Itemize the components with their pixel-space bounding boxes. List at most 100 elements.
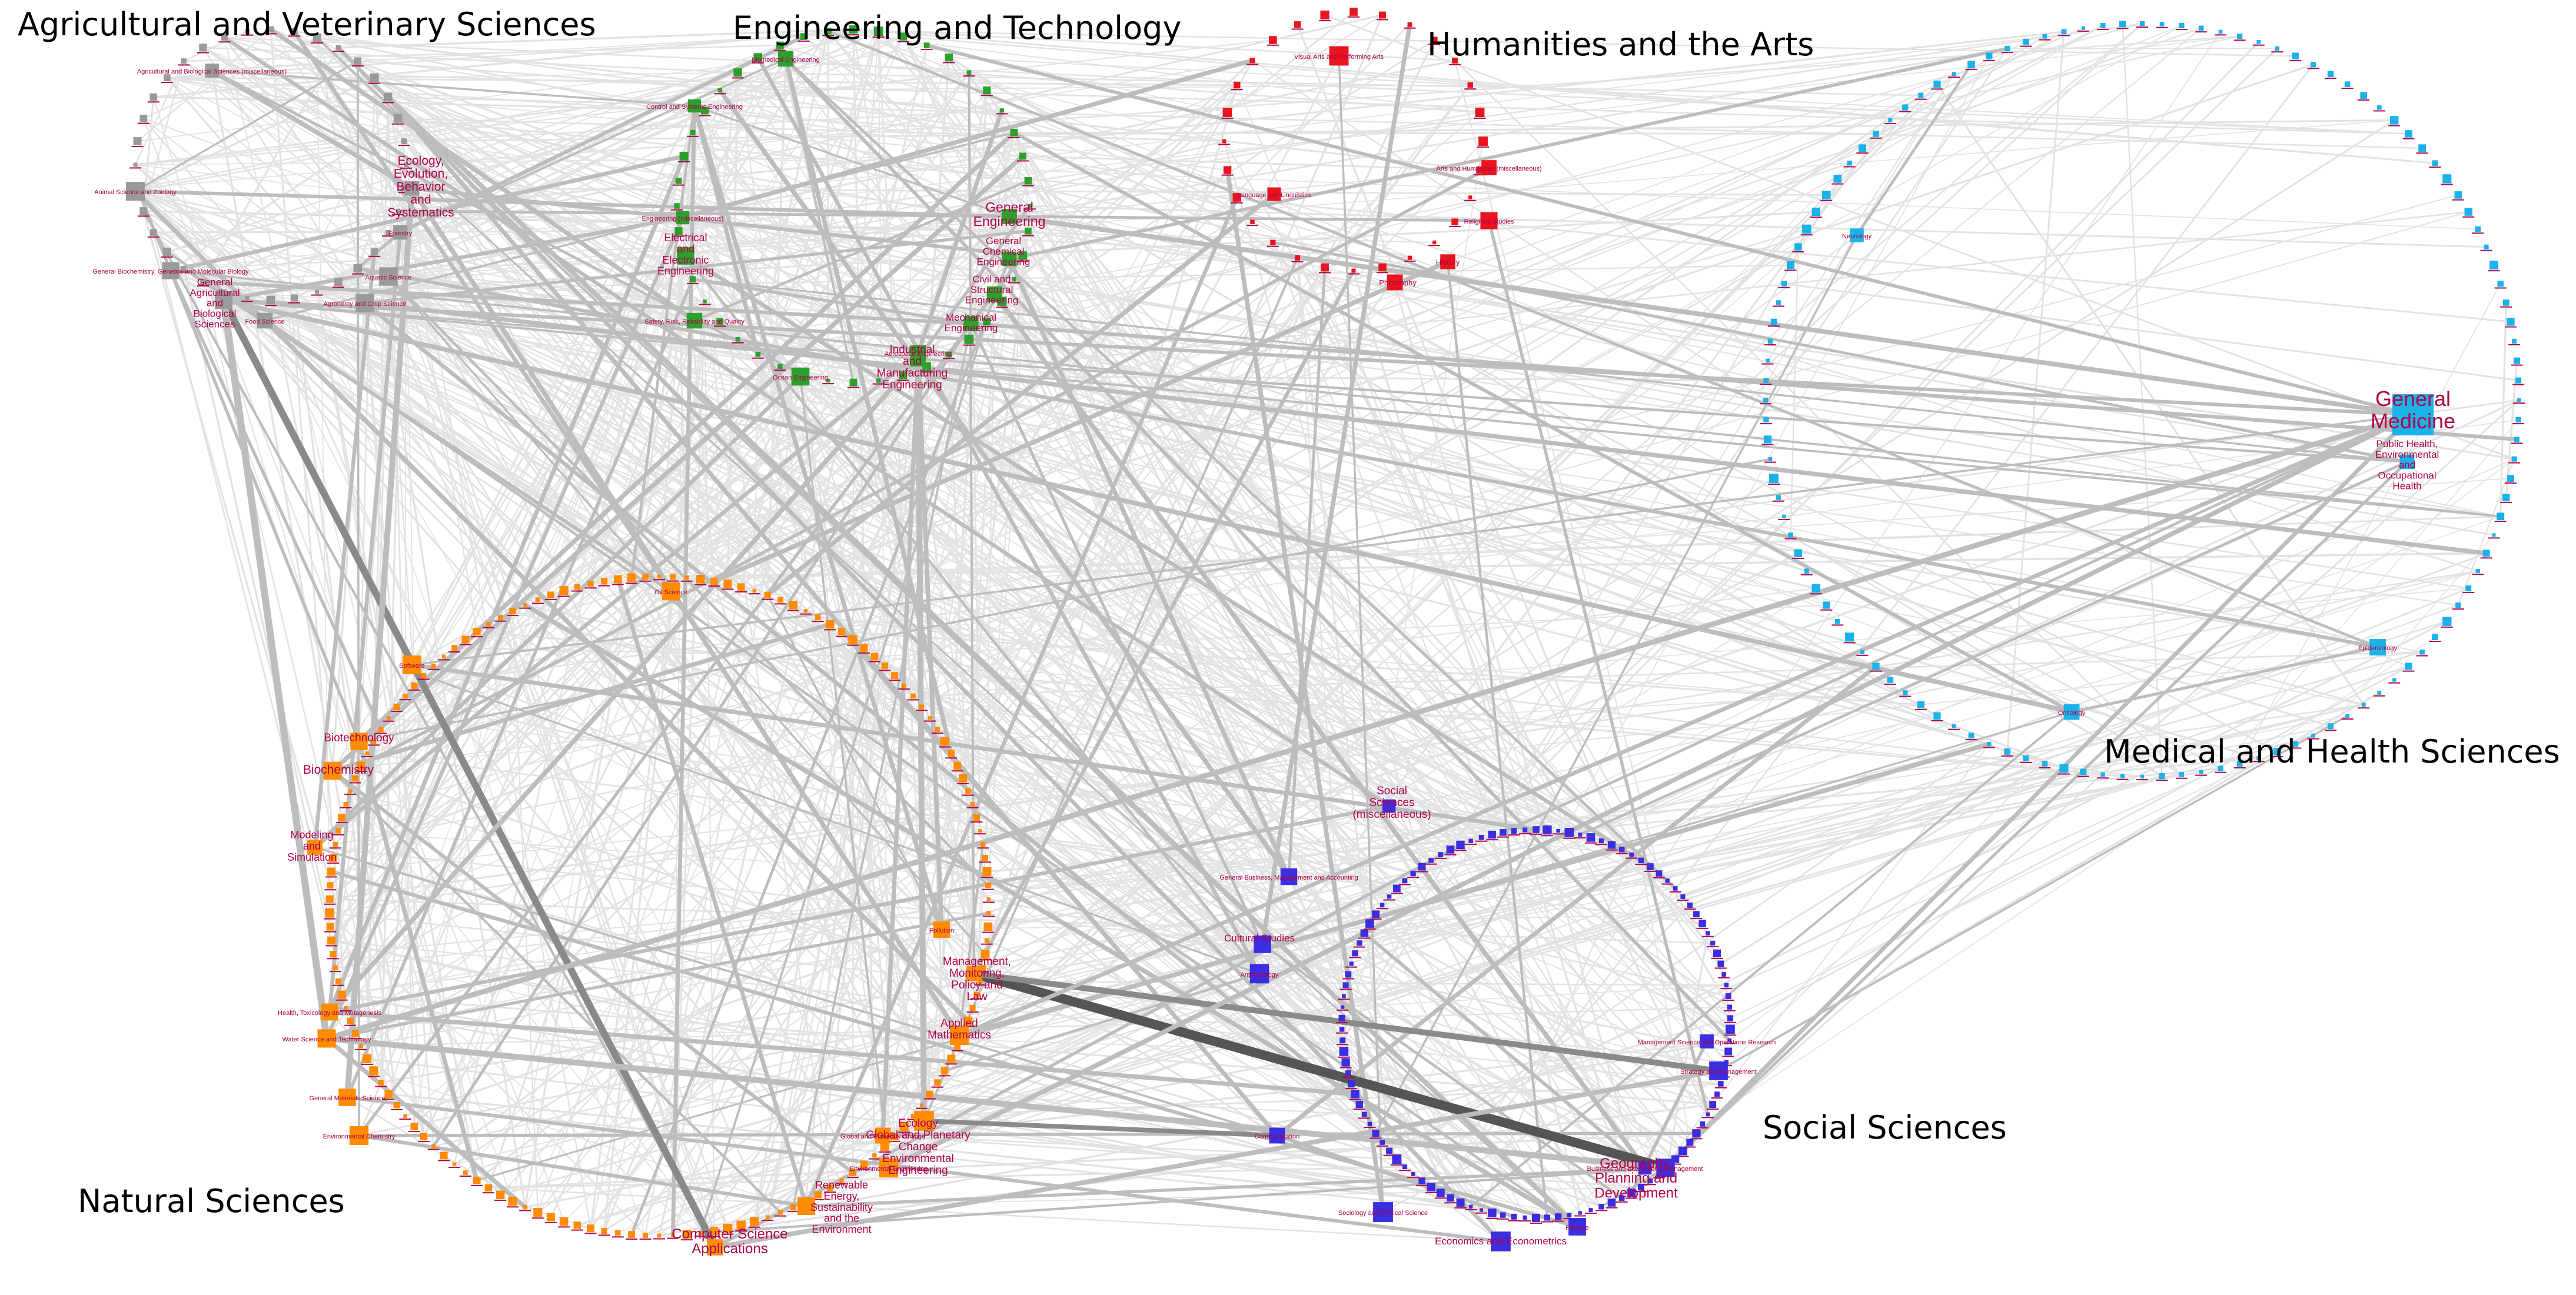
edge [316, 36, 1481, 171]
node-agri [245, 295, 250, 301]
node-nat-named [307, 840, 323, 855]
node-label: Animal Science and Zoology [94, 189, 177, 196]
node-label: Neurology [1842, 233, 1872, 240]
node-med-named [2392, 394, 2434, 435]
edge [328, 912, 646, 1236]
node-label-mark [787, 1210, 799, 1212]
edge [223, 291, 2379, 648]
edge-heavy [220, 297, 719, 1251]
node-med [2482, 550, 2490, 557]
node-med [2327, 723, 2334, 730]
edge [979, 980, 1727, 986]
node-med [2497, 280, 2504, 287]
node-label-mark [748, 1226, 760, 1228]
node-label-mark [324, 889, 337, 891]
node-label-mark [1449, 64, 1461, 65]
node-label-mark [2136, 26, 2148, 28]
node-label-mark [1722, 1056, 1734, 1057]
edge [902, 35, 1015, 280]
node-nat [825, 620, 835, 629]
node-nat [484, 1184, 493, 1192]
node-label-mark [1428, 245, 1441, 247]
node-label-mark [897, 379, 909, 381]
node-soc [1468, 1204, 1473, 1209]
node-labels-layer: Agricultural and Biological Sciences (mi… [92, 54, 2455, 1257]
node-soc [1544, 1214, 1550, 1221]
node-label-mark [775, 1215, 787, 1217]
edge [537, 228, 1807, 601]
node-label-mark [131, 146, 144, 148]
edge [316, 291, 1877, 667]
edge [2505, 359, 2518, 499]
node-label-mark [920, 371, 933, 373]
node-soc-named [1249, 964, 1269, 984]
node-label-mark [584, 587, 597, 589]
edge [948, 56, 2409, 135]
edge [1362, 931, 1647, 1170]
node-label: Software [399, 663, 424, 670]
edge [852, 28, 1355, 272]
node-label-mark [735, 591, 747, 592]
node-nat [486, 622, 491, 627]
node-soc [1345, 1070, 1351, 1076]
node-label-mark [1723, 1043, 1736, 1044]
node-label-mark [982, 931, 994, 933]
node-label-mark [1696, 1127, 1709, 1128]
node-agri [395, 208, 401, 214]
node-label: Ocean Engineering [773, 374, 828, 381]
node-soc [1341, 1005, 1345, 1009]
edge [423, 674, 1261, 975]
node-nat [710, 1226, 719, 1236]
node-agri-named [257, 312, 273, 329]
node-label-mark [943, 358, 955, 359]
node-label-mark [1407, 1176, 1420, 1178]
node-nat-named [350, 733, 368, 750]
edge [314, 846, 1398, 1160]
edge [1258, 119, 1892, 975]
node-soc [1678, 1146, 1687, 1156]
node-med [2515, 417, 2521, 423]
node-nat-named [662, 582, 680, 601]
edge [766, 1058, 952, 1219]
edge [1388, 1150, 1548, 1219]
node-nat [403, 693, 408, 699]
node-label-mark [408, 689, 420, 691]
node-med [1822, 191, 1831, 199]
node-med [1768, 457, 1773, 461]
node-label-mark [974, 833, 986, 835]
node-soc [1411, 1172, 1415, 1176]
group-label-hum: Humanities and the Arts [1427, 26, 1814, 63]
node-label-mark [265, 305, 277, 307]
node-nat [357, 761, 365, 770]
node-med [1918, 92, 1924, 98]
node-soc [1352, 950, 1358, 957]
node-label-mark [797, 40, 810, 42]
node-label-mark [340, 807, 352, 808]
node-nat [953, 761, 962, 770]
node-soc [1607, 1199, 1616, 1207]
node-label-mark [1606, 1207, 1618, 1209]
node-label-mark [2020, 45, 2032, 47]
node-soc-named [1269, 1127, 1285, 1144]
node-label-mark [2429, 640, 2441, 642]
node-label-mark [344, 793, 357, 795]
edge [1028, 180, 1493, 835]
node-label-mark [1584, 1213, 1597, 1214]
edge [330, 768, 855, 1175]
node-label-mark [1832, 183, 1844, 185]
edge [737, 72, 1922, 96]
node-label-mark [1899, 695, 1912, 697]
edge [792, 604, 1414, 1175]
node-med [2310, 62, 2316, 68]
node-label-mark [335, 821, 348, 823]
node-nat [627, 573, 636, 582]
node-label-mark [311, 294, 323, 296]
node-label-mark [822, 383, 835, 385]
node-label-mark [327, 958, 340, 960]
node-label-mark [951, 1050, 963, 1051]
node-label-mark [400, 167, 412, 169]
edge [224, 215, 1011, 293]
node-eng [945, 53, 953, 62]
node-nat [411, 682, 418, 689]
node-label-mark [2325, 77, 2336, 79]
